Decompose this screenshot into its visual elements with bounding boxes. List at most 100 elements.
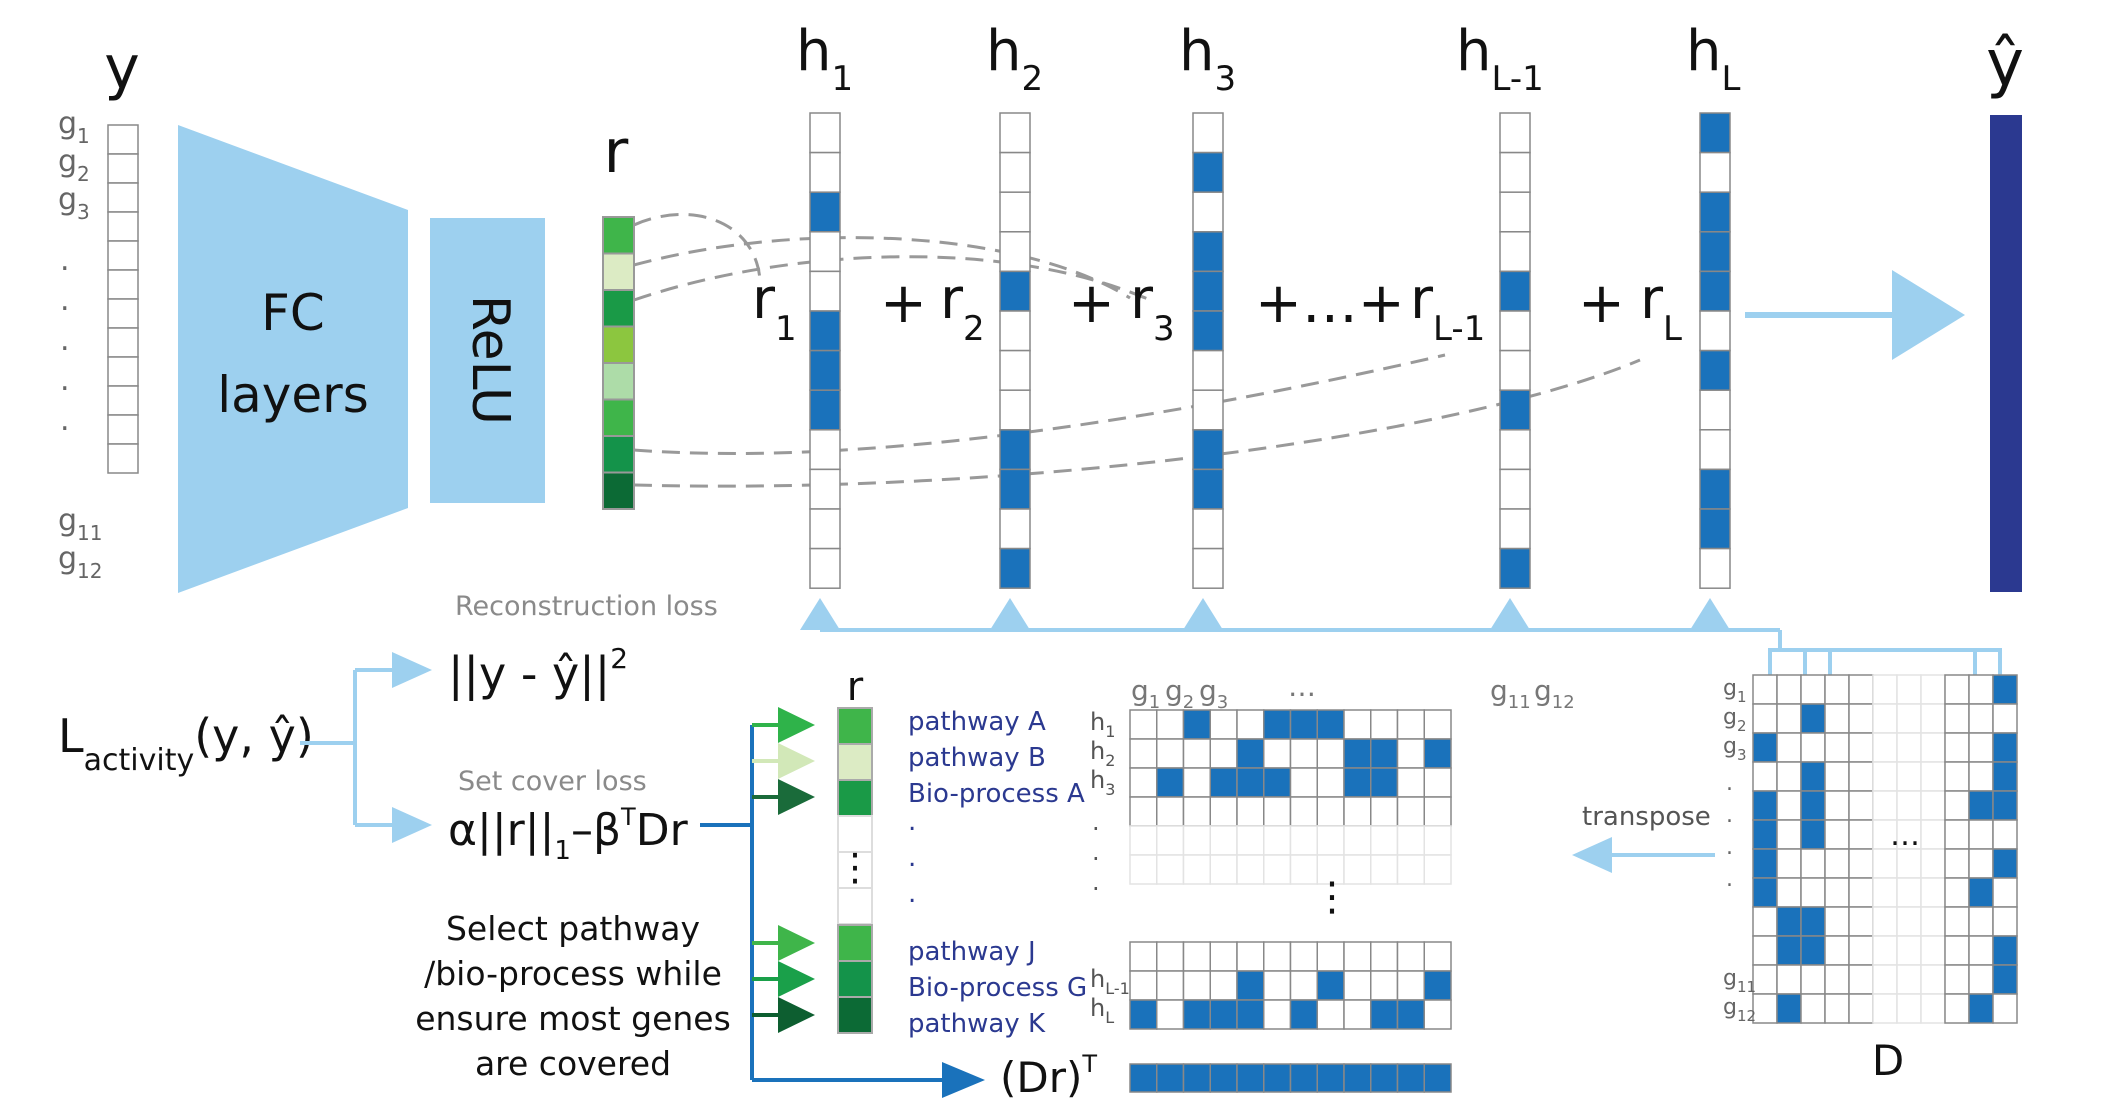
y-cell [108,386,138,415]
r-vector-cell [603,290,634,327]
select-text-line: /bio-process while [424,954,722,993]
h-matrix-cell [1371,971,1398,1000]
plus-sign: + [1068,271,1115,336]
h-matrix-vdots: ⋮ [1312,874,1352,920]
r-vector-cell [603,254,634,291]
h-column-cell [1000,351,1030,391]
y-gene-label-base: g [58,541,77,576]
d-matrix-cell [1969,936,1993,965]
setcover-formula: α||r||1–βTDr [448,803,689,866]
d-matrix-cell [1801,907,1825,936]
h-column-cell [1193,271,1223,311]
h-label-base: h [796,19,832,84]
d-matrix-cell [1825,762,1849,791]
y-gene-label-base: g [58,106,77,141]
dr-label-exp: T [1081,1050,1097,1078]
d-matrix-cell-faded [1897,936,1921,965]
h-matrix-cell [1371,1000,1398,1029]
r-label: r [604,117,629,187]
d-matrix-cell-faded [1921,965,1945,994]
h-column-cell [1500,509,1530,549]
h-matrix-cell [1344,739,1371,768]
h-column-cell [810,509,840,549]
h-label: h2 [986,19,1043,99]
selection-r-cell-empty [838,888,872,924]
selection-arrowhead [778,779,815,815]
d-matrix-cell [1777,878,1801,907]
y-label: y [104,33,140,103]
d-matrix-cell [1993,878,2017,907]
h-matrix-col-label-base: g [1165,674,1183,707]
h-matrix-cell [1157,739,1184,768]
plus-sign: + [880,271,927,336]
h-matrix-cell [1237,768,1264,797]
h-column-cell [1193,509,1223,549]
h-column-cell [1000,430,1030,470]
d-matrix-cell [1849,820,1873,849]
dr-vector-cell [1291,1064,1318,1092]
d-matrix-cell [1993,733,2017,762]
h-matrix-cell [1264,971,1291,1000]
y-cell [108,328,138,357]
h-matrix-cell-faded [1317,826,1344,855]
h-column-cell [1000,153,1030,193]
d-matrix-cell-faded [1921,733,1945,762]
h-matrix-cell [1130,971,1157,1000]
selection-r-label: r [847,664,864,710]
h-matrix-cell [1291,971,1318,1000]
d-matrix-cell [1825,878,1849,907]
relu-label: ReLU [460,295,520,425]
h-column-cell [1700,192,1730,232]
feedback-d-lines [1770,630,2000,675]
feedback-up-arrowhead [990,598,1030,630]
d-matrix-cell-faded [1921,936,1945,965]
setcover-sub: 1 [554,836,571,866]
h-matrix-cell-faded [1157,855,1184,884]
h-matrix-cell [1237,1000,1264,1029]
h-matrix-row-label-base: h [1090,708,1105,736]
h-column-cell [1700,232,1730,272]
h-column-cell [1700,390,1730,430]
h-label-sub: 3 [1215,59,1237,99]
h-matrix-cell [1344,710,1371,739]
dr-label-main: (Dr) [1000,1053,1082,1102]
h-matrix-cell-faded [1210,826,1237,855]
setcover-mid: –β [571,805,621,856]
d-matrix-cell [1777,849,1801,878]
dr-vector-cell [1237,1064,1264,1092]
h-column-cell [1500,153,1530,193]
h-matrix-col-label: g1 [1131,674,1160,713]
h-column-cell [1193,113,1223,153]
y-gene-label-sub: 11 [77,521,102,545]
h-matrix-cell [1317,739,1344,768]
d-matrix-cell [1753,762,1777,791]
pathway-labels: pathway A pathway B Bio-process A... pathwa… [908,707,1087,1039]
h-column-cell [1193,549,1223,589]
pathway-label: Bio-process A [908,779,1085,809]
d-matrix-cell-faded [1873,878,1897,907]
h-column-cell [1500,192,1530,232]
feedback-up-arrowhead [1690,598,1730,630]
y-gene-label: g2 [58,144,90,186]
h-column-cell [810,271,840,311]
h-matrix [1130,710,1451,1029]
h-column-cell [1193,390,1223,430]
output-arrow-head [1892,270,1965,360]
y-gene-label-sub: 1 [77,124,90,148]
d-matrix-cell [1945,675,1969,704]
d-matrix-cell-faded [1873,762,1897,791]
y-gene-dot: . [60,403,70,438]
h-matrix-cell [1130,942,1157,971]
h-matrix-cell [1398,971,1425,1000]
pathway-dot: . [908,807,916,837]
r-term-base: r [1640,267,1664,332]
h-column-cell [1700,549,1730,589]
h-column-cell [810,351,840,391]
dr-vector-cell [1184,1064,1211,1092]
feedback-up-arrows [800,598,1730,630]
d-matrix-cell [1777,704,1801,733]
d-matrix-cell [1945,878,1969,907]
d-matrix-cell-faded [1897,791,1921,820]
d-matrix-cell [1969,907,1993,936]
d-matrix-cell [1825,675,1849,704]
